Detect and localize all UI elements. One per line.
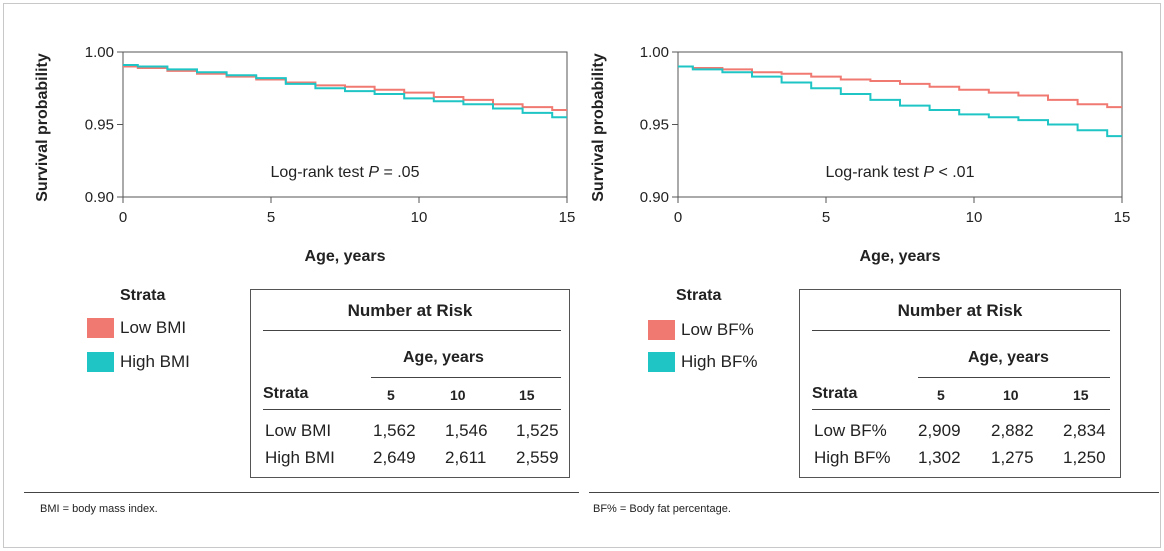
- risk-table-title: Number at Risk: [897, 301, 1023, 320]
- risk-title-rule: [263, 330, 561, 331]
- right-risk-table: Number at Risk Age, years Strata 5 10 15…: [799, 289, 1121, 478]
- risk-row-1-val-2: 2,559: [516, 448, 559, 467]
- legend-label-low: Low BMI: [120, 318, 187, 337]
- risk-row-1-val-1: 2,611: [445, 448, 487, 467]
- log-rank-annotation: Log-rank test P = .05: [271, 164, 420, 181]
- x-tick-label: 0: [119, 209, 127, 226]
- x-tick-label: 15: [559, 209, 576, 226]
- risk-age-rule: [918, 377, 1110, 378]
- risk-strata-header: Strata: [263, 385, 309, 402]
- y-tick-label: 0.95: [640, 117, 669, 134]
- risk-row-1-val-0: 2,649: [373, 448, 416, 467]
- x-tick-label: 10: [411, 209, 428, 226]
- legend-item-low: Low BF%: [648, 320, 754, 340]
- right-survival-chart: 0.90 0.95 1.00 0 5 10 15 Age, years Survival pro…: [590, 44, 1131, 265]
- risk-age-header: Age, years: [968, 349, 1049, 366]
- legend-label-low: Low BF%: [681, 320, 754, 339]
- legend-title: Strata: [120, 287, 166, 304]
- y-tick-label: 1.00: [640, 44, 669, 61]
- x-tick-label: 5: [267, 209, 275, 226]
- risk-row-0-val-2: 1,525: [516, 421, 559, 440]
- legend-swatch-low: [648, 320, 675, 340]
- risk-col-15: 15: [1073, 387, 1089, 403]
- right-footnote: BF% = Body fat percentage.: [593, 503, 731, 515]
- risk-table-title: Number at Risk: [347, 301, 473, 320]
- x-tick-label: 10: [966, 209, 983, 226]
- risk-row-0-val-2: 2,834: [1063, 421, 1106, 440]
- y-axis-label: Survival probability: [590, 53, 607, 202]
- left-footnote-rule: [24, 492, 579, 493]
- legend-swatch-low: [87, 318, 114, 338]
- risk-header-rule: [812, 409, 1110, 410]
- risk-col-5: 5: [937, 387, 945, 403]
- legend-title: Strata: [676, 287, 722, 304]
- risk-row-1-val-0: 1,302: [918, 448, 961, 467]
- legend-item-low: Low BMI: [87, 318, 186, 338]
- legend-label-high: High BMI: [120, 352, 190, 371]
- risk-row-0-val-1: 2,882: [991, 421, 1034, 440]
- x-tick-label: 5: [822, 209, 830, 226]
- x-tick-label: 0: [674, 209, 682, 226]
- legend-swatch-high: [87, 352, 114, 372]
- x-axis-label: Age, years: [305, 248, 386, 265]
- x-axis-label: Age, years: [860, 248, 941, 265]
- risk-age-header: Age, years: [403, 349, 484, 366]
- y-tick-label: 0.90: [640, 189, 669, 206]
- risk-col-10: 10: [1003, 387, 1019, 403]
- legend-swatch-high: [648, 352, 675, 372]
- risk-row-0-val-1: 1,546: [445, 421, 488, 440]
- y-tick-label: 1.00: [85, 44, 114, 61]
- risk-col-10: 10: [450, 387, 466, 403]
- left-survival-chart: 0.90 0.95 1.00 0 5 10 15 Age, years Survival pro…: [34, 44, 576, 265]
- risk-col-15: 15: [519, 387, 535, 403]
- risk-row-label-1: High BMI: [265, 448, 335, 467]
- legend-item-high: High BF%: [648, 352, 758, 372]
- risk-row-label-1: High BF%: [814, 448, 891, 467]
- risk-row-1-val-2: 1,250: [1063, 448, 1106, 467]
- risk-row-1-val-1: 1,275: [991, 448, 1034, 467]
- risk-row-label-0: Low BMI: [265, 421, 332, 440]
- series-line-low: [678, 65, 1122, 109]
- log-rank-annotation: Log-rank test P < .01: [826, 164, 975, 181]
- left-footnote: BMI = body mass index.: [40, 503, 158, 515]
- risk-col-5: 5: [387, 387, 395, 403]
- risk-row-label-0: Low BF%: [814, 421, 887, 440]
- legend-item-high: High BMI: [87, 352, 190, 372]
- risk-title-rule: [812, 330, 1110, 331]
- right-panel: 0.90 0.95 1.00 0 5 10 15 Age, years Survival pro…: [556, 0, 1159, 551]
- y-tick-label: 0.95: [85, 117, 114, 134]
- risk-row-0-val-0: 1,562: [373, 421, 416, 440]
- risk-row-0-val-0: 2,909: [918, 421, 961, 440]
- right-footnote-rule: [589, 492, 1159, 493]
- left-risk-table: Number at Risk Age, years Strata 5 10 15…: [250, 289, 570, 478]
- risk-header-rule: [263, 409, 561, 410]
- risk-age-rule: [371, 377, 561, 378]
- y-tick-label: 0.90: [85, 189, 114, 206]
- series-line-high: [123, 64, 567, 119]
- series-line-high: [678, 65, 1122, 138]
- left-panel: 0.90 0.95 1.00 0 5 10 15 Age, years Survival pro…: [0, 0, 580, 551]
- risk-strata-header: Strata: [812, 385, 858, 402]
- legend-label-high: High BF%: [681, 352, 758, 371]
- y-axis-label: Survival probability: [34, 53, 51, 202]
- x-tick-label: 15: [1114, 209, 1131, 226]
